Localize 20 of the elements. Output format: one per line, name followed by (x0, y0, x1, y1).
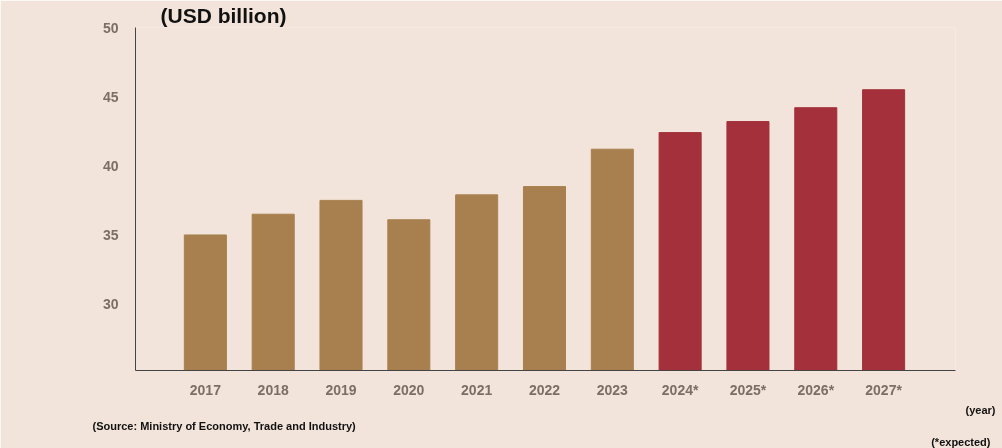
x-tick-label: 2020 (393, 381, 425, 398)
text: (Source: Ministry of Economy, Trade and Industry) (92, 419, 357, 432)
y-tick-label: 30 (102, 296, 119, 313)
x-tick-label: 2026* (797, 381, 835, 398)
x-tick-label: 2019 (325, 381, 357, 398)
text: (*expected) (931, 435, 991, 448)
x-tick-label: 2021 (461, 381, 493, 398)
x-axis-title: (year) (965, 403, 996, 416)
y-tick-label: 35 (102, 226, 119, 243)
y-tick-label: 50 (102, 19, 119, 36)
x-tick-label: 2023 (596, 381, 629, 398)
x-tick-label: 2025* (729, 381, 767, 398)
x-tick-label: 2017 (189, 381, 222, 398)
x-tick-label: 2018 (257, 381, 289, 398)
x-tick-label: 2022 (528, 381, 561, 398)
x-tick-label: 2024* (661, 381, 699, 398)
x-tick-label: 2027* (865, 381, 903, 398)
y-tick-label: 40 (102, 157, 119, 174)
y-tick-label: 45 (102, 88, 119, 105)
y-axis-title: (USD billion) (160, 3, 287, 27)
